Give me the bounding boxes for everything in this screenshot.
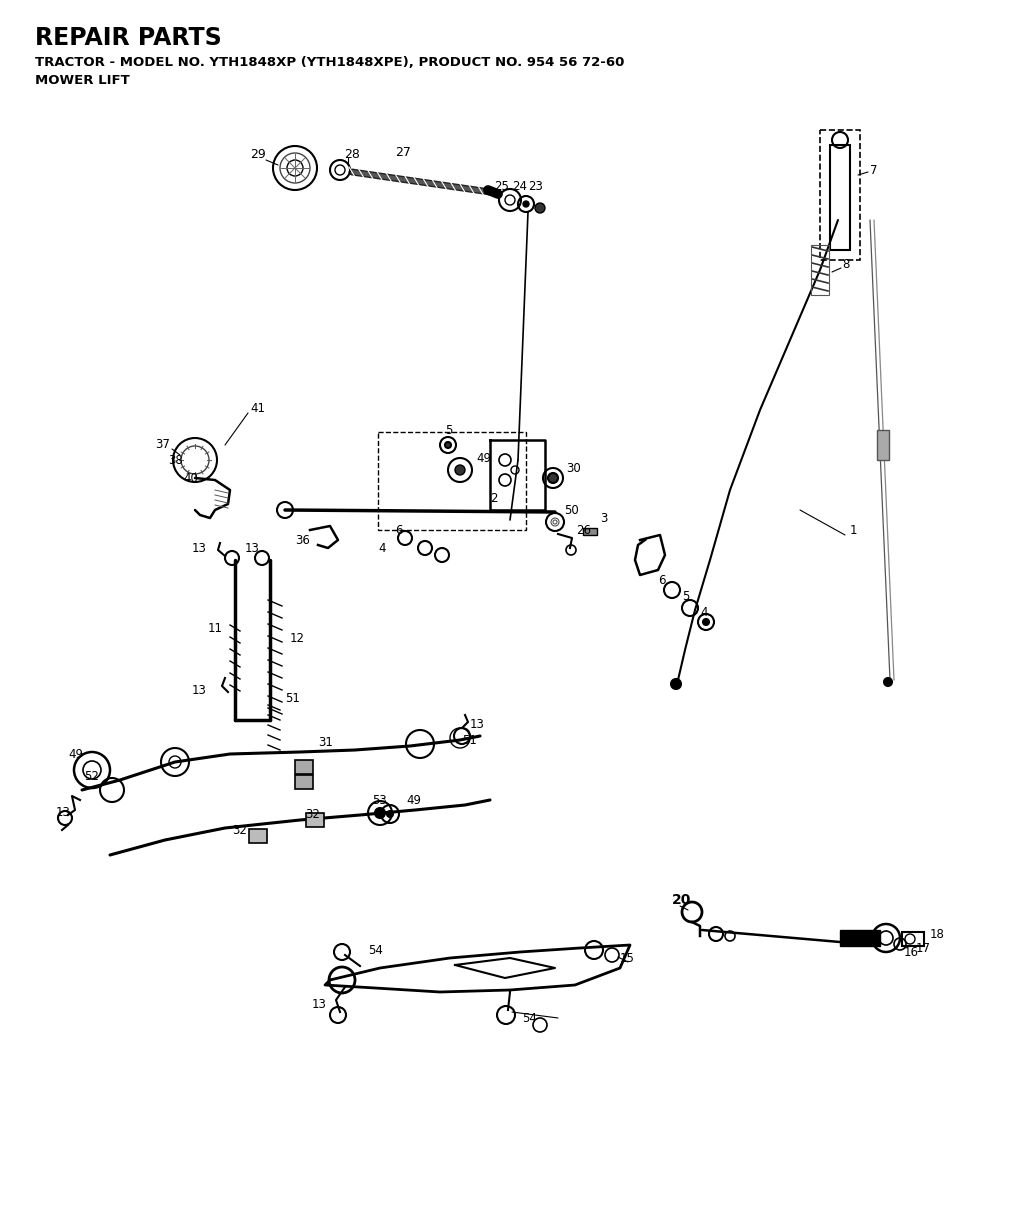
Text: 13: 13 [245, 541, 260, 555]
Text: TRACTOR - MODEL NO. YTH1848XP (YTH1848XPE), PRODUCT NO. 954 56 72-60: TRACTOR - MODEL NO. YTH1848XP (YTH1848XP… [35, 55, 625, 68]
Text: 7: 7 [870, 164, 878, 176]
Bar [378, 433, 526, 530]
Bar [583, 528, 597, 535]
Text: 40: 40 [183, 472, 198, 484]
Text: 49: 49 [406, 793, 421, 807]
Circle shape [884, 678, 892, 686]
Bar [811, 244, 829, 295]
Bar [902, 932, 924, 946]
Text: 41: 41 [250, 402, 265, 414]
Bar [840, 930, 880, 946]
Text: 5: 5 [445, 424, 453, 436]
Text: REPAIR PARTS: REPAIR PARTS [35, 26, 222, 50]
Text: 32: 32 [232, 824, 247, 837]
Text: 4: 4 [700, 605, 708, 618]
Text: 13: 13 [312, 998, 327, 1012]
Text: 4: 4 [378, 541, 385, 555]
Text: 53: 53 [372, 793, 387, 807]
Text: 11: 11 [208, 622, 223, 634]
Circle shape [703, 620, 709, 624]
Bar [877, 430, 889, 459]
Text: 12: 12 [290, 632, 305, 644]
Text: 13: 13 [193, 683, 207, 697]
Text: 23: 23 [528, 180, 543, 193]
Bar [249, 829, 267, 843]
Circle shape [671, 679, 681, 689]
Text: 3: 3 [600, 512, 607, 524]
Bar [306, 813, 324, 827]
Bar [295, 760, 313, 774]
Text: 13: 13 [470, 717, 485, 731]
Text: 30: 30 [566, 462, 581, 474]
Text: 54: 54 [368, 943, 383, 957]
Circle shape [387, 811, 393, 818]
Bar [295, 775, 313, 789]
Text: 2: 2 [490, 491, 498, 505]
Text: 49: 49 [68, 748, 83, 760]
Text: 37: 37 [155, 439, 170, 451]
Text: 52: 52 [84, 770, 99, 782]
Circle shape [523, 200, 529, 207]
Circle shape [455, 466, 465, 475]
Text: 13: 13 [193, 541, 207, 555]
Text: 51: 51 [462, 733, 477, 747]
Text: MOWER LIFT: MOWER LIFT [35, 73, 130, 87]
Text: 5: 5 [682, 589, 689, 602]
Text: 38: 38 [168, 453, 182, 467]
Text: 6: 6 [658, 573, 666, 587]
Text: 31: 31 [318, 736, 333, 749]
Text: 26: 26 [575, 523, 591, 536]
Text: 15: 15 [620, 952, 635, 964]
Text: 36: 36 [295, 534, 310, 546]
Text: 51: 51 [285, 692, 300, 705]
Text: 6: 6 [395, 523, 402, 536]
Text: 20: 20 [672, 893, 691, 907]
Text: 8: 8 [842, 259, 849, 271]
Circle shape [535, 203, 545, 213]
Text: 29: 29 [250, 149, 266, 161]
Text: 25: 25 [494, 180, 509, 193]
Text: 54: 54 [522, 1012, 537, 1024]
Text: 17: 17 [916, 941, 931, 954]
Text: 50: 50 [564, 503, 579, 517]
Text: 32: 32 [305, 808, 319, 820]
Text: 28: 28 [344, 149, 359, 161]
Bar [820, 130, 860, 260]
Text: 16: 16 [904, 946, 919, 958]
Text: 27: 27 [395, 145, 411, 159]
Text: 49: 49 [476, 451, 490, 464]
Text: 13: 13 [56, 805, 71, 819]
Text: 18: 18 [930, 927, 945, 941]
Circle shape [445, 442, 451, 448]
Text: 1: 1 [850, 523, 857, 536]
Text: 24: 24 [512, 180, 527, 193]
Circle shape [375, 808, 385, 818]
Circle shape [548, 473, 558, 483]
